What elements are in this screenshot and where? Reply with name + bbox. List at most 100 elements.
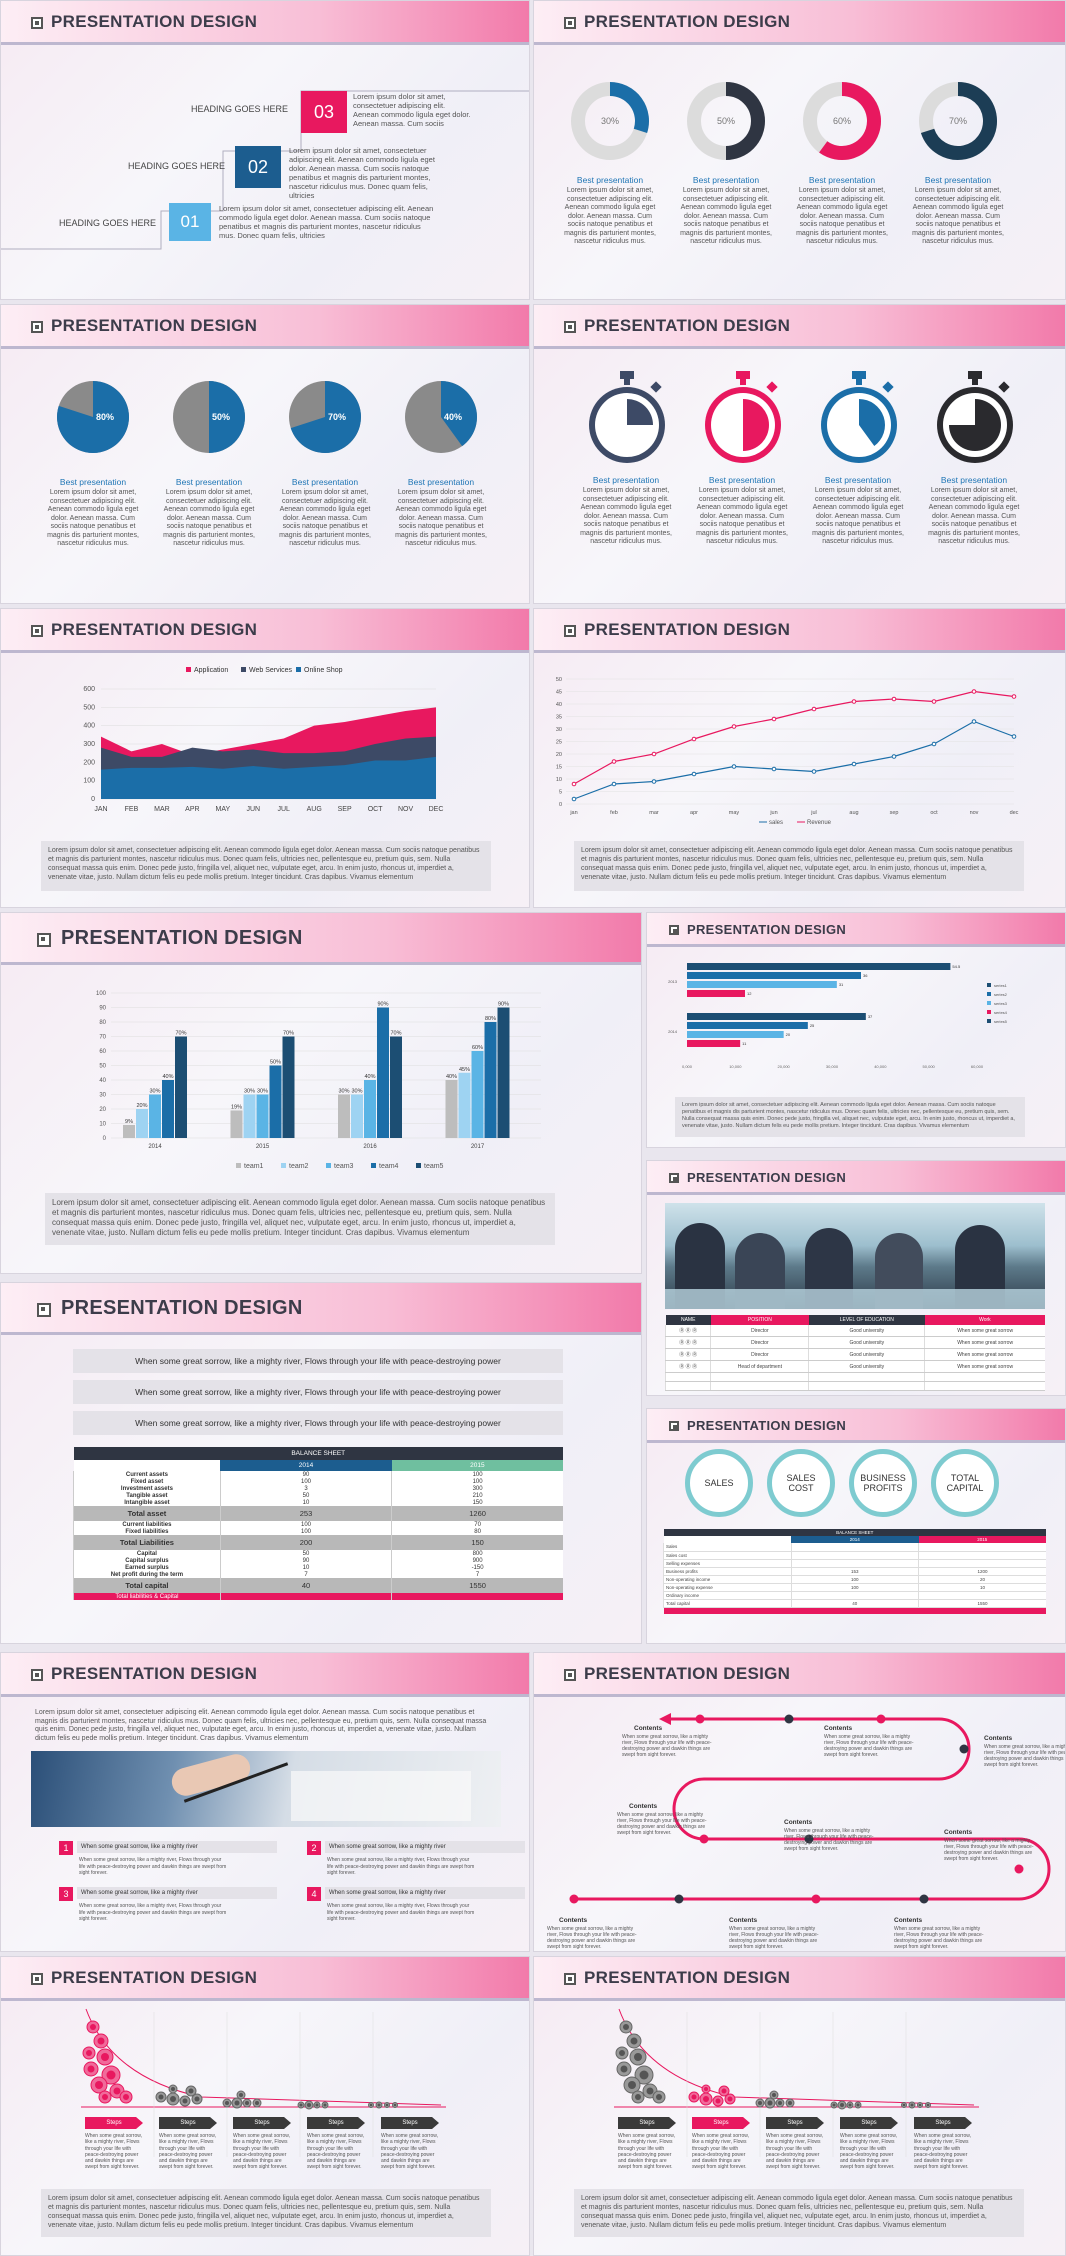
y-tick-label: 45 <box>556 690 562 696</box>
timeline-node <box>695 1714 705 1724</box>
item-number: 2 <box>307 1841 321 1855</box>
table-cell: Director <box>710 1336 809 1349</box>
slide-bubbles-b[interactable]: PRESENTATION DESIGN Lorem ipsum dolor si… <box>533 1956 1066 2256</box>
bubble-core <box>704 2087 708 2091</box>
bubble-core <box>97 2037 105 2045</box>
step-text-2: Lorem ipsum dolor sit amet, consectetuer… <box>289 146 435 200</box>
slide-snake-timeline[interactable]: PRESENTATION DESIGN Contents When some gr… <box>533 1652 1066 1952</box>
step-arrow[interactable]: Steps <box>766 2117 824 2129</box>
square-icon <box>564 1669 576 1681</box>
data-point <box>731 724 737 729</box>
data-point <box>651 751 657 757</box>
table-cell: 200 <box>219 1535 392 1550</box>
legend-label: series1 <box>994 983 1008 988</box>
slide-stopwatches[interactable]: PRESENTATION DESIGN Best presentation Lor… <box>533 304 1066 604</box>
slide-numbered-items[interactable]: PRESENTATION DESIGN Lorem ipsum dolor si… <box>0 1652 530 1952</box>
legend-label: series2 <box>994 992 1008 997</box>
item-text: Lorem ipsum dolor sit amet, consectetuer… <box>696 487 788 545</box>
square-icon <box>564 17 576 29</box>
step-arrow[interactable]: Steps <box>692 2117 750 2129</box>
heading-1: HEADING GOES HERE <box>59 218 157 228</box>
step-arrow[interactable]: Steps <box>381 2117 439 2129</box>
x-tick-label: NOV <box>398 806 414 813</box>
slide-donuts[interactable]: PRESENTATION DESIGN 30% Best presentation… <box>533 0 1066 300</box>
slide-team-table[interactable]: PRESENTATION DESIGN NAME POSITION LEVEL OF… <box>646 1160 1066 1396</box>
description-text: Lorem ipsum dolor sit amet, consectetuer… <box>675 1097 1025 1137</box>
table-row: Current liabilities 100 70 <box>73 1521 563 1528</box>
item-text: Lorem ipsum dolor sit amet, consectetuer… <box>395 489 487 547</box>
line-series-revenue <box>573 690 1015 785</box>
bar <box>364 1080 376 1138</box>
slide-bar-chart[interactable]: PRESENTATION DESIGN 0 10 20 30 40 50 60 70 80 90 1… <box>0 912 642 1274</box>
slide-balance-sheet[interactable]: PRESENTATION DESIGN BALANCE SHEET 2014 201… <box>0 1282 642 1644</box>
step-text: When some great sorrow, like a mighty ri… <box>618 2133 675 2171</box>
table-cell: When some great sorrow <box>924 1348 1045 1361</box>
table-cell: Fixed liabilities <box>73 1528 221 1535</box>
step-text: When some great sorrow, like a mighty ri… <box>233 2133 290 2171</box>
stopwatch-stem <box>856 377 862 385</box>
bar <box>243 1094 256 1138</box>
step-arrow[interactable]: Steps <box>159 2117 217 2129</box>
table-cell: 7 <box>391 1571 563 1578</box>
step-arrow[interactable]: Steps <box>233 2117 291 2129</box>
pie-slice <box>290 381 361 453</box>
step-number-3: 03 <box>301 91 347 133</box>
stopwatch-button <box>650 381 662 393</box>
table-cell: Total capital <box>73 1578 221 1593</box>
step-arrow[interactable]: Steps <box>618 2117 676 2129</box>
slide-line-chart[interactable]: PRESENTATION DESIGN 0 5 10 15 20 25 30 35 40 45 50… <box>533 608 1066 908</box>
table-cell: Total liabilities & Capital <box>73 1593 221 1600</box>
hbar-value: 20 <box>786 1032 791 1037</box>
stopwatch-stem <box>740 377 746 385</box>
legend-swatch <box>186 667 191 672</box>
pie-slice <box>209 381 245 453</box>
data-point <box>811 769 817 774</box>
pie-label: 50% <box>212 412 230 422</box>
donut-value-arc <box>819 82 881 160</box>
contents-text: When some great sorrow, like a mighty ri… <box>729 1926 819 1950</box>
slide-area-chart[interactable]: PRESENTATION DESIGN Application Web Servi… <box>0 608 530 908</box>
description-text: Lorem ipsum dolor sit amet, consectetuer… <box>45 1193 555 1245</box>
data-point <box>851 699 857 704</box>
step-arrow[interactable]: Steps <box>307 2117 365 2129</box>
hbar-value: 25 <box>810 1023 815 1028</box>
y-tick-label: 90 <box>99 1006 106 1012</box>
contents-label: Contents <box>944 1829 973 1836</box>
slide-steps[interactable]: PRESENTATION DESIGN HEADING GOES HERE HE… <box>0 0 530 300</box>
contents-text: When some great sorrow, like a mighty ri… <box>894 1926 984 1950</box>
quote-bar: When some great sorrow, like a mighty ri… <box>73 1380 563 1404</box>
bubble-core <box>101 2053 109 2061</box>
table-cell: Capital surplus <box>73 1557 221 1564</box>
slide-title: PRESENTATION DESIGN <box>61 927 303 949</box>
table-cell: 70 <box>391 1521 563 1528</box>
bubble-core <box>639 2070 649 2080</box>
circle-label: SALES COST <box>767 1449 835 1517</box>
square-icon <box>564 1973 576 1985</box>
table-cell <box>790 1551 919 1560</box>
slide-bubbles-a[interactable]: PRESENTATION DESIGN Lorem ipsum dolor si… <box>0 1956 530 2256</box>
table-cell: Non-operating expense <box>663 1583 791 1592</box>
step-arrow[interactable]: Steps <box>85 2117 143 2129</box>
y-tick-label: 100 <box>83 778 95 785</box>
slide-hbar-chart[interactable]: PRESENTATION DESIGN 2013 54.5 36 31 12 2014 37… <box>646 912 1066 1148</box>
y-tick-label: 40 <box>556 702 562 708</box>
slide-pies[interactable]: PRESENTATION DESIGN 80% Best presentation… <box>0 304 530 604</box>
table-cell: Ⓡ Ⓡ Ⓡ <box>664 1360 711 1373</box>
table-cell <box>790 1543 919 1552</box>
bubble-core <box>123 2094 129 2100</box>
legend-label: Application <box>194 667 228 674</box>
step-arrow[interactable]: Steps <box>914 2117 972 2129</box>
hbar <box>687 981 837 988</box>
year-header: 2014 <box>791 1536 919 1543</box>
data-point <box>971 689 977 694</box>
quote-bar: When some great sorrow, like a mighty ri… <box>73 1411 563 1435</box>
slide-circles-sheet[interactable]: PRESENTATION DESIGN BALANCE SHEET 2014 201… <box>646 1408 1066 1644</box>
bubble-core <box>788 2101 792 2105</box>
table-cell <box>710 1381 809 1391</box>
data-point <box>571 781 577 787</box>
table-cell: 100 <box>790 1583 919 1592</box>
item-title: When some great sorrow, like a mighty ri… <box>325 1841 525 1853</box>
y-tick-label: 40 <box>99 1078 106 1084</box>
step-arrow[interactable]: Steps <box>840 2117 898 2129</box>
bubble-core <box>619 2050 625 2056</box>
